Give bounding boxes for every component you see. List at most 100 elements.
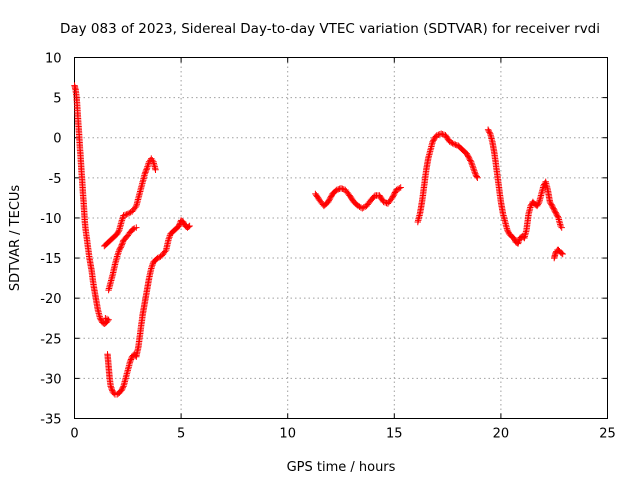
data-point-marker (389, 194, 396, 202)
data-point-marker (115, 248, 122, 255)
data-point-marker (557, 222, 564, 230)
data-series (551, 246, 566, 262)
data-point-marker (552, 209, 559, 216)
x-tick-label: 25 (599, 427, 616, 442)
y-tick-label: -25 (40, 332, 61, 347)
data-point-marker (102, 315, 109, 322)
data-point-marker (465, 154, 473, 161)
data-point-marker (468, 161, 476, 168)
axis-ticks: 0 5 10 15 20 25 10 5 0 -5 -10 -15 -20 -25 -30 -35 (40, 52, 616, 442)
data-point-marker (118, 387, 125, 394)
data-point-marker (439, 131, 446, 138)
data-point-marker (129, 226, 137, 233)
data-point-marker (107, 383, 114, 390)
x-tick-label: 0 (70, 427, 78, 442)
data-point-marker (126, 359, 134, 366)
data-point-marker (472, 170, 479, 177)
data-point-marker (113, 230, 121, 238)
data-point-marker (484, 126, 492, 133)
data-point-marker (333, 186, 340, 194)
data-point-marker (551, 206, 558, 214)
data-point-marker (325, 197, 333, 204)
data-point-marker (390, 192, 397, 199)
y-tick-label: -10 (40, 212, 61, 227)
data-points (71, 82, 566, 398)
y-axis-label: SDTVAR / TECUs (8, 185, 23, 292)
data-point-marker (559, 250, 566, 258)
data-point-marker (396, 185, 403, 192)
y-tick-label: 10 (45, 52, 62, 67)
x-tick-label: 20 (493, 427, 510, 442)
data-point-marker (165, 235, 172, 242)
data-point-marker (161, 248, 169, 255)
data-point-marker (448, 139, 455, 146)
data-point-marker (504, 226, 511, 234)
data-point-marker (550, 205, 557, 212)
x-tick-label: 15 (386, 427, 403, 442)
data-point-marker (527, 202, 534, 210)
y-tick-label: 0 (53, 132, 61, 147)
data-point-marker (117, 244, 124, 251)
data-point-marker (464, 151, 471, 159)
data-point-marker (327, 193, 335, 200)
data-point-marker (185, 223, 192, 230)
data-series (71, 82, 112, 327)
data-point-marker (389, 193, 397, 200)
data-point-marker (124, 210, 131, 218)
data-point-marker (533, 202, 541, 210)
data-point-marker (465, 153, 472, 160)
data-point-marker (534, 201, 542, 208)
data-series (104, 217, 193, 398)
data-point-marker (186, 222, 193, 230)
data-point-marker (123, 211, 130, 218)
data-series (312, 184, 404, 212)
data-point-marker (119, 384, 126, 391)
x-tick-label: 10 (279, 427, 296, 442)
data-point-marker (485, 127, 492, 135)
data-point-marker (515, 237, 523, 244)
data-point-marker (360, 204, 367, 211)
plot-frame (74, 57, 608, 419)
data-point-marker (473, 173, 480, 180)
y-tick-label: -5 (49, 172, 62, 187)
grid (74, 57, 608, 419)
data-point-marker (554, 213, 561, 220)
data-point-marker (394, 185, 402, 193)
data-point-marker (180, 220, 188, 227)
data-point-marker (553, 210, 560, 218)
x-tick-label: 5 (177, 427, 185, 442)
y-tick-label: -30 (40, 372, 61, 387)
data-series (101, 155, 159, 250)
data-point-marker (450, 140, 458, 148)
y-tick-label: 5 (53, 92, 61, 107)
data-series (105, 224, 140, 294)
data-point-marker (115, 228, 122, 235)
data-point-marker (504, 228, 512, 235)
x-axis-label: GPS time / hours (287, 460, 396, 475)
data-point-marker (118, 385, 126, 393)
data-point-marker (397, 184, 404, 191)
data-point-marker (449, 140, 456, 147)
data-point-marker (474, 174, 481, 181)
data-series (414, 130, 481, 226)
data-point-marker (142, 167, 150, 175)
data-point-marker (558, 250, 565, 257)
data-point-marker (118, 241, 126, 248)
data-point-marker (132, 204, 139, 211)
data-point-marker (510, 234, 517, 242)
data-point-marker (535, 200, 542, 207)
data-point-marker (430, 137, 437, 144)
data-point-marker (149, 157, 156, 164)
data-point-marker (356, 203, 363, 210)
data-point-marker (149, 262, 156, 269)
data-point-marker (126, 209, 133, 217)
data-point-marker (470, 166, 477, 173)
data-point-marker (354, 202, 362, 210)
data-point-marker (116, 245, 124, 252)
data-series (484, 126, 565, 247)
data-point-marker (114, 229, 122, 236)
y-tick-label: -35 (40, 413, 61, 428)
data-point-marker (467, 157, 474, 164)
